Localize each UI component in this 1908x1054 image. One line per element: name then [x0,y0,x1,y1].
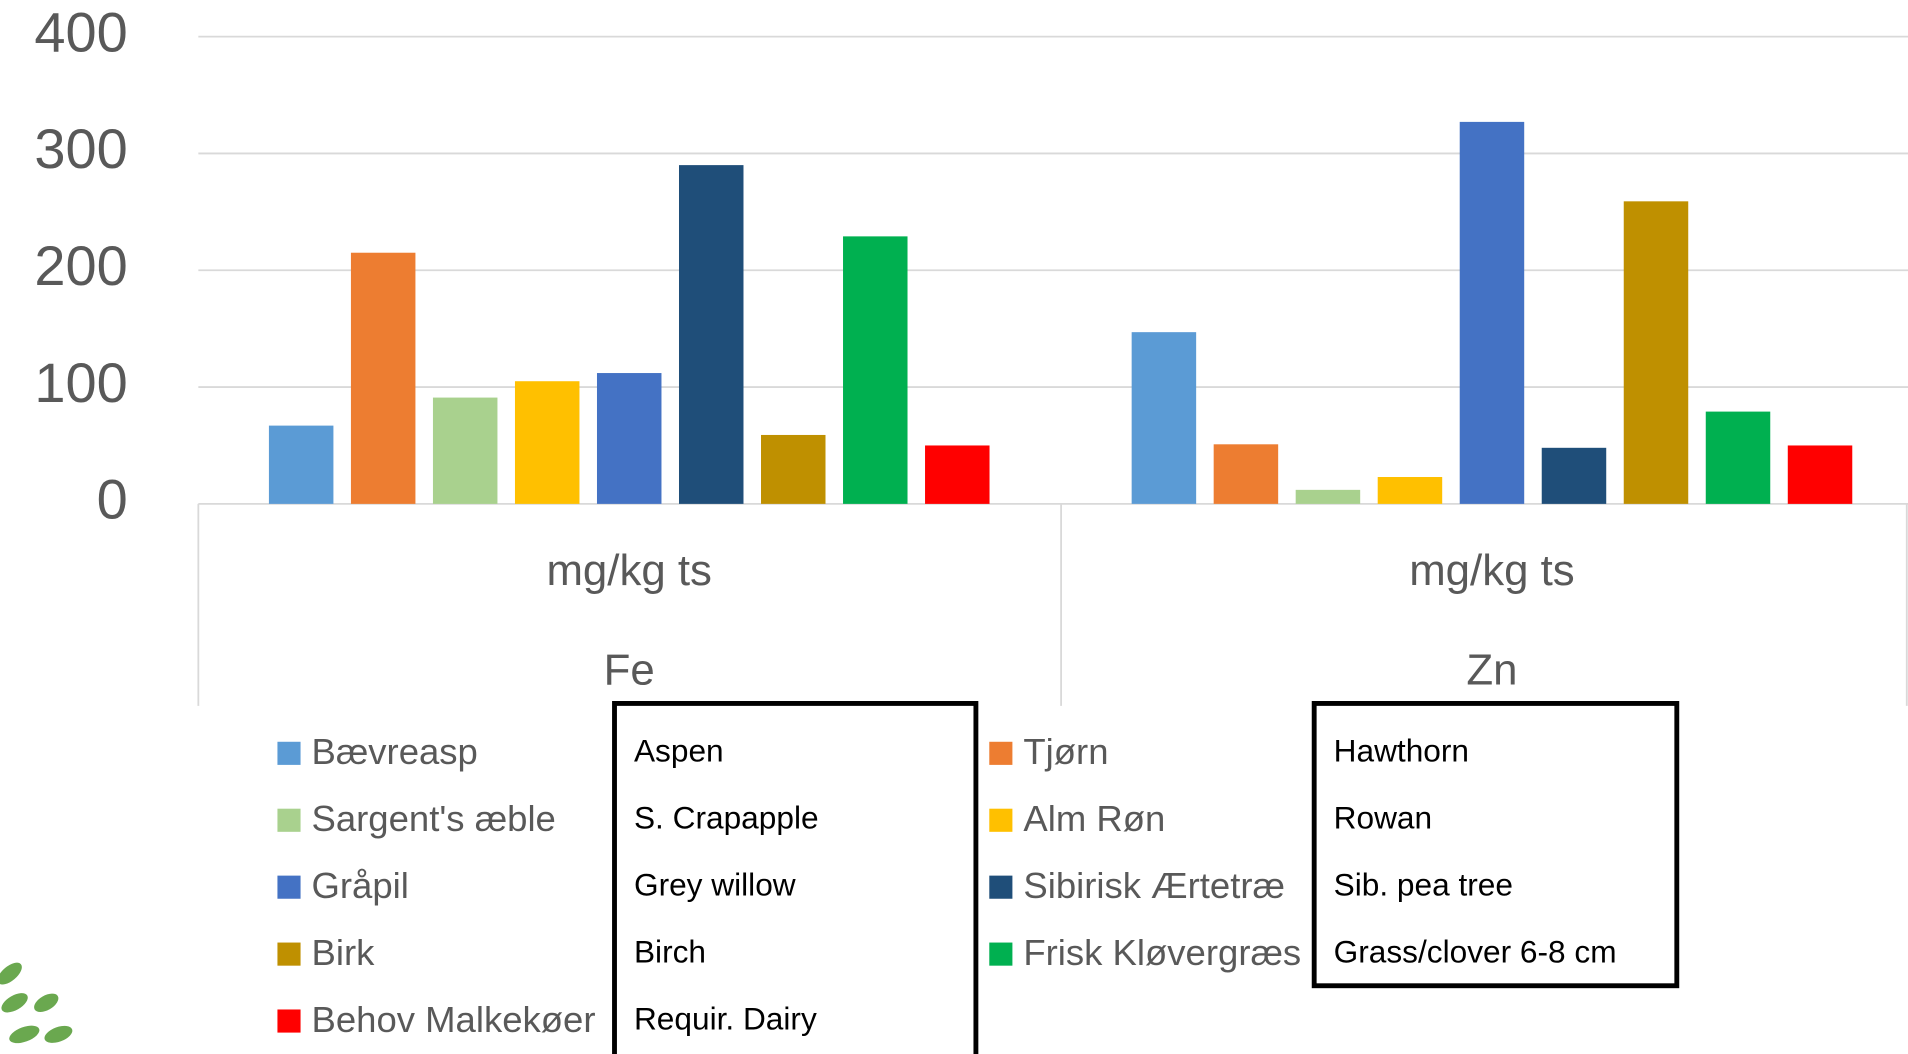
bar [1131,332,1197,504]
legend-label: Alm Røn [1023,798,1165,839]
legend-label: Birk [312,932,376,973]
legend-label: Bævreasp [312,731,478,772]
y-tick-label: 400 [34,0,127,63]
translation-label: Grass/clover 6-8 cm [1334,933,1617,969]
translation-label: Birch [634,933,706,969]
leaf-decoration [0,962,73,1044]
translation-label: Grey willow [634,867,796,903]
bar [761,434,826,504]
x-tick-label: Fe [604,646,655,695]
bar [432,397,498,504]
legend-swatch [989,808,1013,832]
bar [1295,489,1361,504]
bar [925,445,990,504]
translation-box [612,701,979,1054]
legend-swatch [989,942,1013,966]
bar [1705,411,1771,504]
legend-label: Gråpil [312,865,409,906]
legend-label: Sargent's æble [312,798,556,839]
bar [268,425,334,504]
bar [1541,447,1607,504]
y-tick-label: 100 [34,351,127,414]
bar [1787,445,1853,504]
legend-swatch [989,741,1013,765]
bar [514,381,580,504]
category-group-label: mg/kg ts [1409,546,1575,595]
bar [1377,477,1443,504]
legend-swatch [277,942,301,966]
bar [1623,201,1689,504]
legend-swatch [277,1009,301,1033]
translation-label: Requir. Dairy [634,1000,817,1036]
bar [1459,121,1525,504]
legend-swatch [989,875,1013,899]
translation-label: Hawthorn [1334,733,1469,769]
bar [678,165,744,504]
category-group-label: mg/kg ts [546,546,712,595]
legend-swatch [277,875,301,899]
bar [350,252,416,504]
translation-label: S. Crapapple [634,800,819,836]
translation-box [1311,701,1680,989]
translation-label: Rowan [1334,800,1432,836]
y-tick-label: 200 [34,234,127,297]
legend-label: Sibirisk Ærtetræ [1023,865,1285,906]
legend-swatch [277,808,301,832]
translation-label: Sib. pea tree [1334,867,1513,903]
bar [1213,444,1279,504]
y-tick-label: 300 [34,117,127,180]
legend-label: Frisk Kløvergræs [1023,932,1301,973]
bar [596,373,662,504]
y-tick-label: 0 [97,468,128,531]
x-tick-label: Zn [1466,646,1517,695]
bar [843,236,908,504]
legend-swatch [277,741,301,765]
legend-label: Tjørn [1023,731,1108,772]
translation-label: Aspen [634,733,724,769]
legend-label: Behov Malkekøer [312,999,596,1040]
